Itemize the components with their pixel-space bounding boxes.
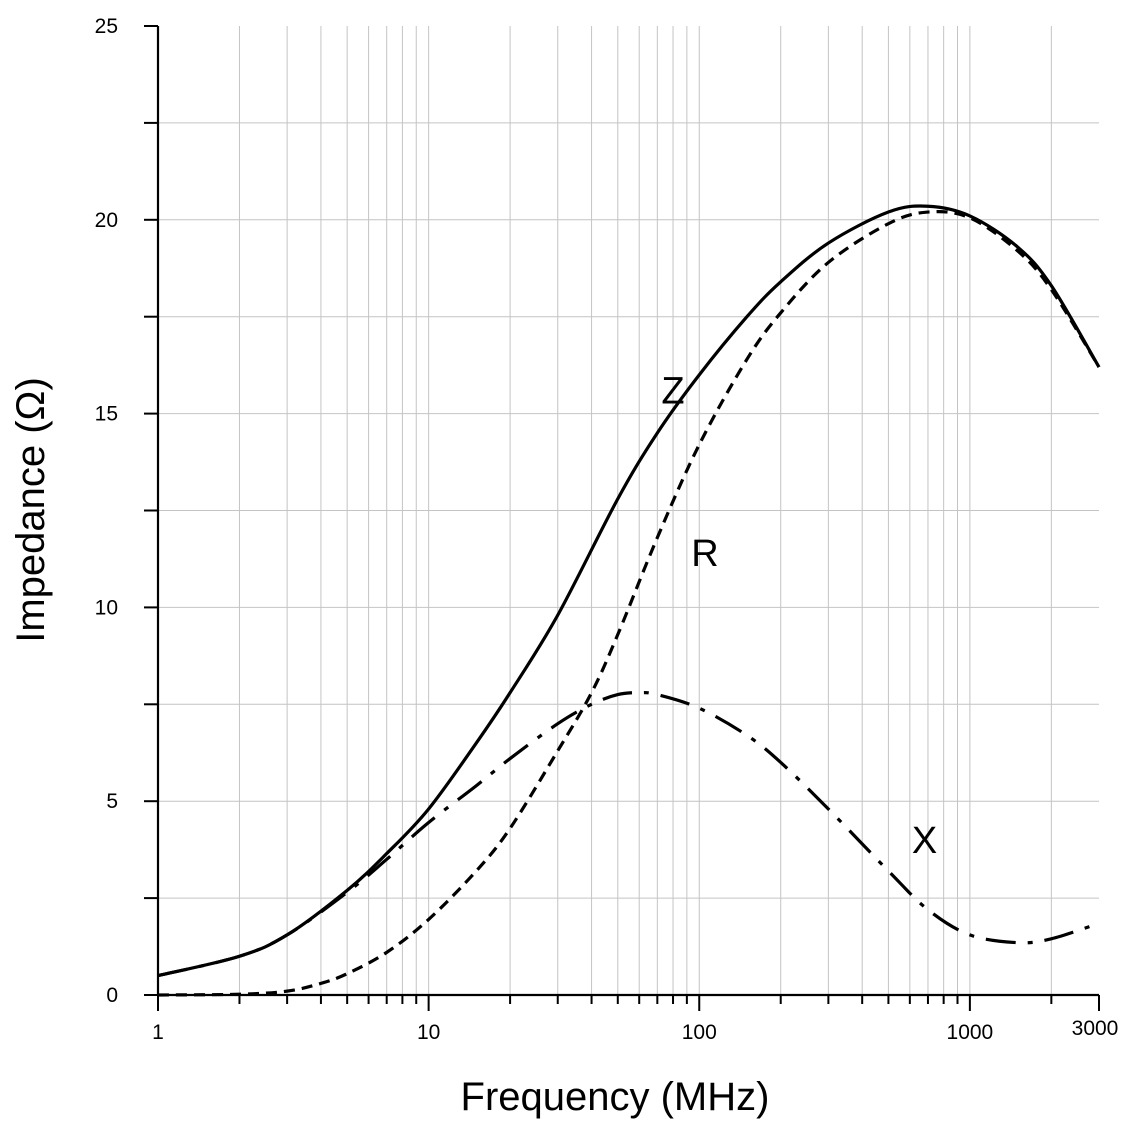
x-tick-label: 3000: [1072, 1017, 1119, 1040]
x-tick-label: 10: [417, 1021, 440, 1044]
series-z-label: Z: [661, 370, 684, 412]
x-tick-label: 1: [152, 1021, 164, 1044]
series-x-label: X: [912, 820, 937, 862]
series-r-line: [157, 210, 1101, 997]
grid-lines: [158, 26, 1099, 995]
x-tick-label: 100: [682, 1021, 717, 1044]
x-axis-label: Frequency (MHz): [461, 1075, 770, 1119]
y-tick-label: 10: [95, 596, 118, 619]
x-tick-label: 1000: [947, 1021, 994, 1044]
y-tick-label: 20: [95, 209, 118, 232]
series-z-line: [157, 204, 1101, 978]
ticks: [144, 25, 1100, 1011]
y-tick-label: 15: [95, 403, 118, 426]
y-tick-label: 25: [95, 15, 118, 38]
y-axis-label: Impedance (Ω): [9, 377, 53, 643]
y-tick-label: 0: [106, 984, 118, 1007]
curve-labels: Z R X: [661, 370, 937, 862]
curves: [157, 204, 1101, 997]
y-tick-label: 5: [106, 790, 118, 813]
series-r-label: R: [691, 533, 718, 575]
tick-labels: 1 10 100 1000 3000 0 5 10 15 20 25: [95, 15, 1119, 1044]
series-x-line: [157, 691, 1100, 978]
